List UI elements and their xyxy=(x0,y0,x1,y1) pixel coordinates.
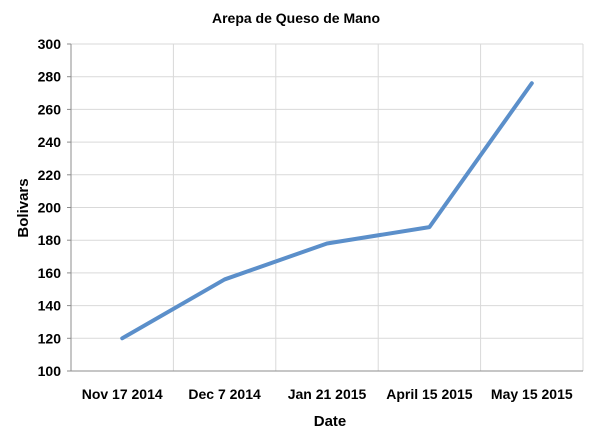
series-line xyxy=(120,81,534,341)
x-tick-label: April 15 2015 xyxy=(386,386,473,402)
y-tick-label: 140 xyxy=(38,298,62,314)
y-tick-label: 120 xyxy=(38,330,62,346)
y-tick-label: 160 xyxy=(38,265,62,281)
y-ticks-layer: 100 120 140 160 180 200 220 240 260 280 300 xyxy=(38,36,62,379)
y-tick-label: 180 xyxy=(38,232,62,248)
x-tick-label: Dec 7 2014 xyxy=(188,386,261,402)
x-tick-label: Jan 21 2015 xyxy=(288,386,367,402)
y-tick-label: 300 xyxy=(38,36,62,52)
x-axis-title: Date xyxy=(314,413,347,430)
y-tick-label: 220 xyxy=(38,167,62,183)
y-tick-label: 240 xyxy=(38,134,62,150)
grid-layer xyxy=(71,43,584,372)
x-tick-label: May 15 2015 xyxy=(491,386,573,402)
chart-title: Arepa de Queso de Mano xyxy=(212,10,380,26)
y-tick-label: 100 xyxy=(38,363,62,379)
y-tick-label: 260 xyxy=(38,101,62,117)
y-tick-label: 200 xyxy=(38,200,62,216)
series-layer xyxy=(120,81,534,341)
x-ticks-layer: Nov 17 2014 Dec 7 2014 Jan 21 2015 April 15… xyxy=(82,386,573,402)
y-axis-title: Bolivars xyxy=(15,178,32,237)
y-tick-label: 280 xyxy=(38,69,62,85)
x-tick-label: Nov 17 2014 xyxy=(82,386,163,402)
axes-layer xyxy=(67,43,583,372)
